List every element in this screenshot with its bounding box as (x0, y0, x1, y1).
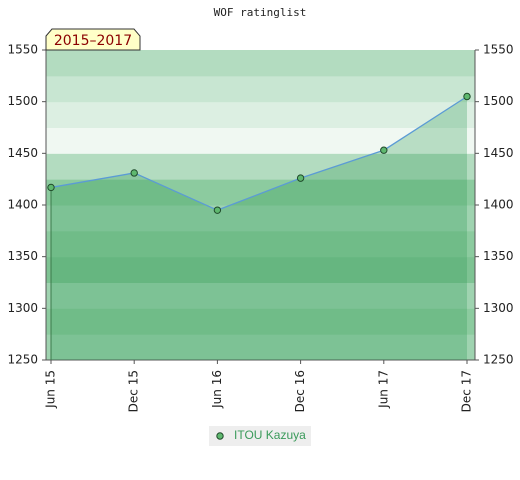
background-band (46, 127, 475, 154)
y2-tick-label: 1350 (483, 249, 514, 263)
legend-box (209, 426, 311, 446)
x-tick-label: Jun 16 (210, 370, 224, 409)
background-band (46, 50, 475, 77)
point (296, 174, 305, 182)
y2-tick-label: 1400 (483, 198, 514, 212)
y-tick-label: 1550 (7, 43, 38, 57)
y-tick-label: 1450 (7, 146, 38, 160)
y-tick-label: 1400 (7, 198, 38, 212)
legend-marker (216, 432, 224, 440)
x-tick-label: Dec 17 (460, 370, 474, 412)
legend-label: ITOU Kazuya (234, 428, 306, 442)
annotation-box (45, 28, 141, 51)
point (47, 183, 55, 192)
x-tick-label: Jun 17 (376, 370, 390, 409)
x-tick-label: Dec 15 (127, 370, 141, 412)
y2-tick-label: 1300 (483, 301, 514, 315)
chart-title: WOF ratinglist (214, 6, 307, 19)
point (130, 169, 138, 177)
y-tick-label: 1350 (7, 249, 38, 263)
line (50, 95, 468, 211)
background-band (46, 205, 475, 232)
x-tick-label: Jun 15 (44, 370, 58, 409)
y2-tick-label: 1500 (483, 94, 514, 108)
background-band (46, 282, 475, 309)
background-band (46, 75, 475, 103)
annotation: 2015–2017 (54, 33, 132, 49)
y-tick-label: 1500 (7, 94, 38, 108)
background-band (46, 101, 475, 128)
y-tick-label: 1300 (7, 301, 38, 315)
background-band (46, 334, 475, 361)
y2-tick-label: 1550 (483, 43, 514, 57)
background-band (46, 230, 475, 258)
point (380, 146, 388, 154)
area (51, 96, 467, 360)
background-band (46, 256, 475, 283)
background-band (46, 308, 475, 335)
point (463, 92, 471, 101)
point (213, 206, 222, 214)
background-band (46, 179, 475, 206)
y-tick-label: 1250 (7, 353, 38, 367)
x-tick-label: Dec 16 (293, 370, 307, 412)
y2-tick-label: 1250 (483, 353, 514, 367)
y2-tick-label: 1450 (483, 146, 514, 160)
